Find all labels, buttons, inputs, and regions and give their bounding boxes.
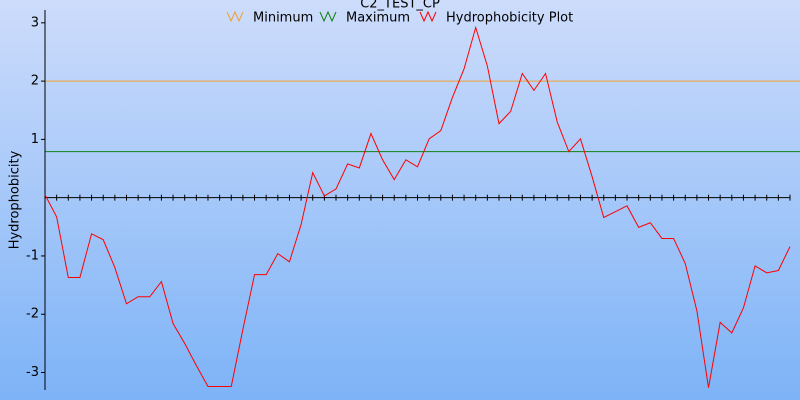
legend-icon [226, 10, 244, 23]
y-tick-label: -2 [26, 307, 39, 322]
legend-icon [319, 10, 337, 23]
legend-label: Minimum [253, 11, 313, 26]
chart-title: C2_TEST_CP [360, 0, 440, 12]
y-tick-label: 3 [31, 15, 39, 30]
y-tick-label: -1 [26, 248, 39, 263]
y-axis-label: Hydrophobicity [8, 150, 23, 249]
y-tick-label: 2 [31, 74, 39, 89]
y-tick-label: -3 [26, 365, 39, 380]
legend-label: Maximum [346, 11, 410, 26]
legend-label: Hydrophobicity Plot [446, 11, 573, 26]
legend-icon [419, 10, 437, 23]
y-tick-label: 1 [31, 132, 39, 147]
data-line [44, 25, 791, 388]
